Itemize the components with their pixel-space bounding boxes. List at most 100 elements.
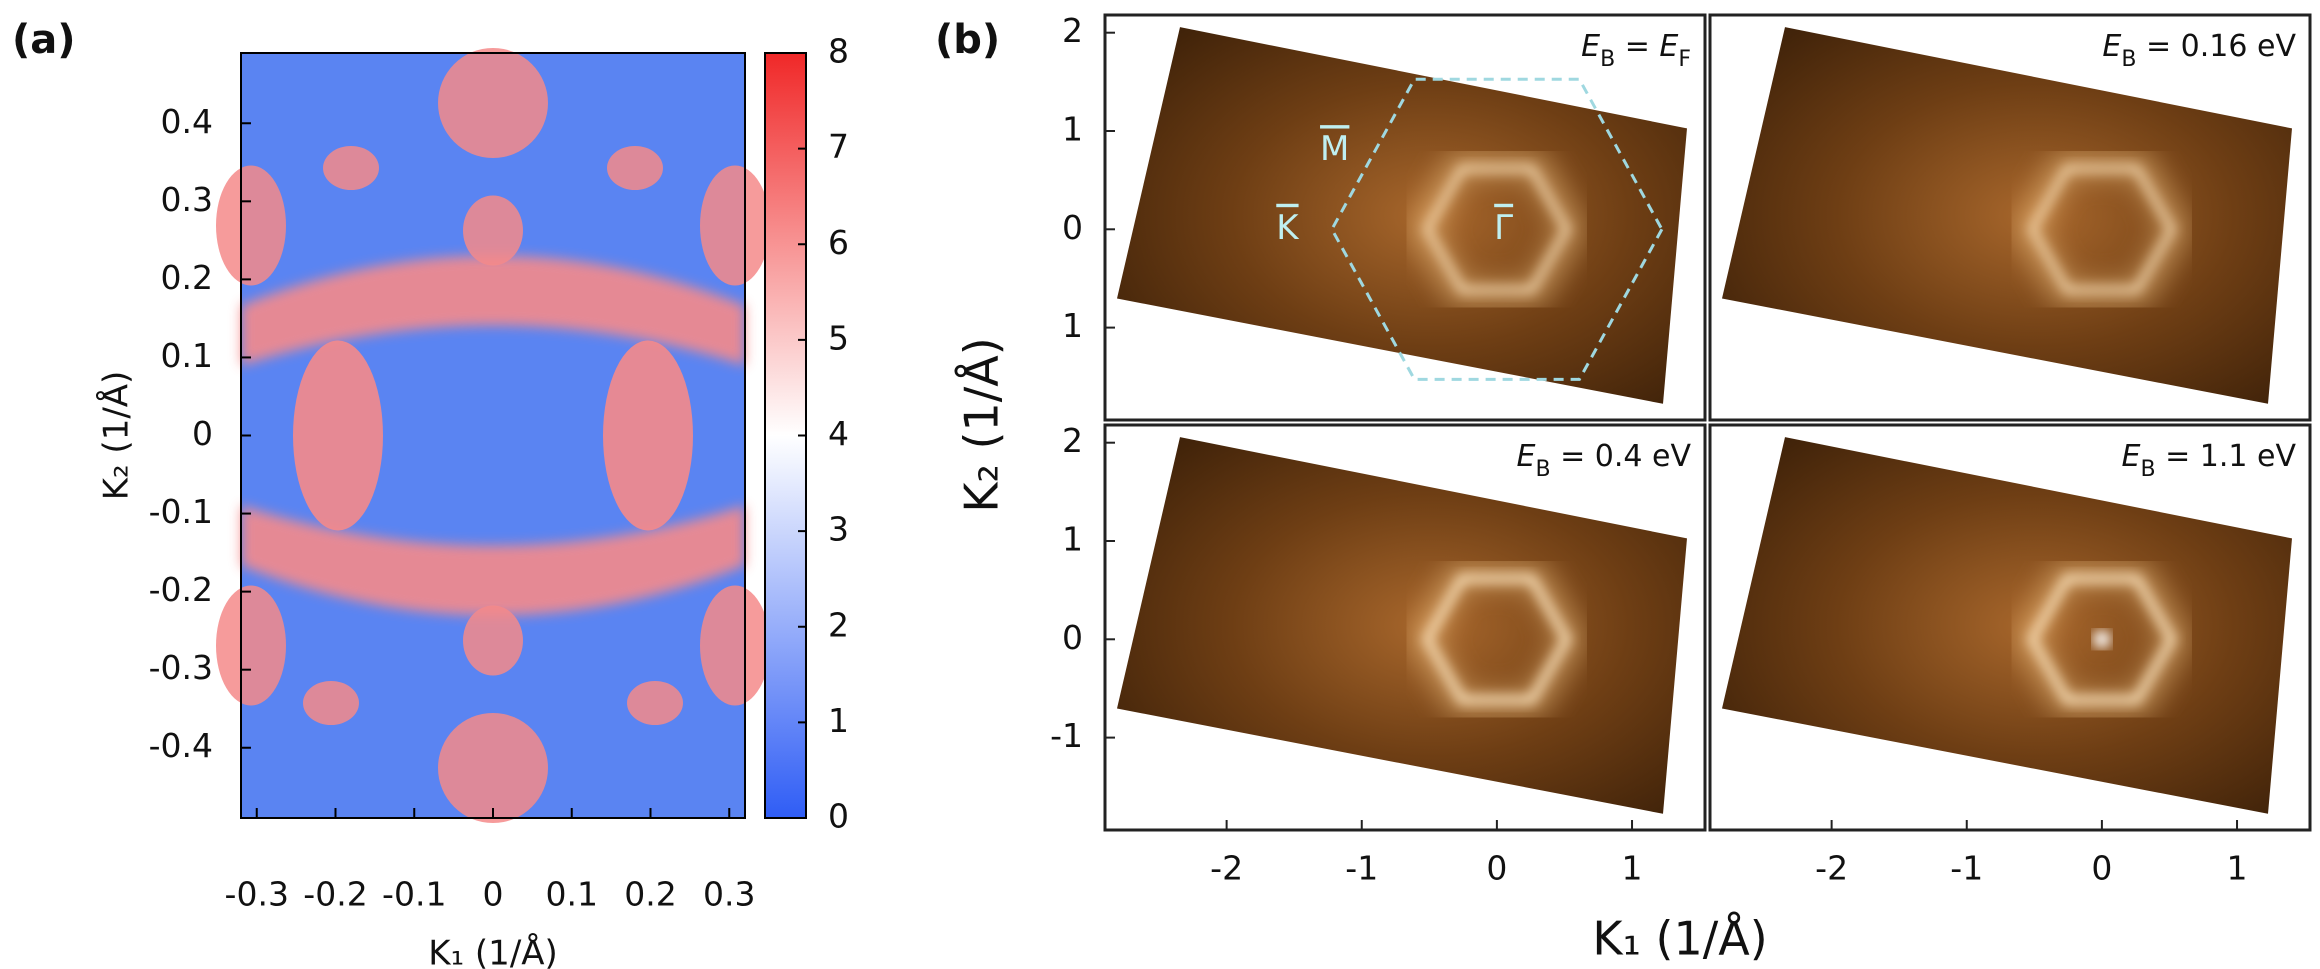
glow [2014, 153, 2190, 306]
pocket [438, 48, 548, 158]
pillar [603, 340, 693, 531]
y-tick-label: 0.3 [161, 180, 213, 219]
pocket [216, 585, 286, 706]
colorbar-tick-label: 2 [828, 605, 849, 644]
annotation: EB = EF [1581, 29, 1691, 72]
glow [1409, 563, 1585, 716]
x-tick-label: 1 [2227, 849, 2248, 888]
frame [1103, 13, 1707, 422]
image-area [1722, 437, 2292, 814]
arpes-image [1117, 437, 1687, 814]
x-tick-label: 0.3 [703, 875, 755, 914]
glow [1409, 153, 1585, 306]
y-tick-label: 0 [192, 414, 213, 453]
annotation-text: E [1517, 439, 1536, 474]
x-tick-label: -0.1 [382, 875, 446, 914]
annotation-text: E [2102, 29, 2121, 64]
pocket [463, 605, 523, 676]
pocket [700, 165, 770, 286]
x-tick-label: -2 [1815, 849, 1848, 888]
annotation: EB = 0.16 eV [2102, 29, 2296, 72]
panel-label: (b) [935, 17, 1000, 63]
band [241, 505, 745, 616]
pocket [700, 585, 770, 706]
annotation: EB = 0.4 eV [1517, 439, 1692, 482]
y-axis-label: K₂ (1/Å) [96, 371, 137, 501]
hexagon [2027, 574, 2177, 704]
colorbar-tick-label: 5 [828, 318, 849, 357]
annotation-subscript: B [2121, 47, 2136, 72]
y-tick-label: 1 [1062, 109, 1083, 148]
pocket [463, 195, 523, 266]
panel-label: (a) [12, 17, 76, 63]
center-spot [2092, 630, 2111, 649]
pocket [627, 681, 683, 725]
pocket [607, 146, 663, 190]
y-tick-label: 2 [1062, 421, 1083, 460]
symmetry-point: M [1320, 129, 1349, 169]
x-tick-label: -2 [1210, 849, 1243, 888]
frame [1708, 423, 2312, 832]
y-tick-label: 1 [1062, 519, 1083, 558]
x-tick-label: -1 [1950, 849, 1983, 888]
x-axis-label: K₁ (1/Å) [428, 933, 558, 969]
annotation-text: = E [1615, 29, 1678, 64]
hexagon [1423, 165, 1571, 293]
pocket [216, 165, 286, 286]
pocket [438, 713, 548, 823]
x-tick-label: 0.2 [624, 875, 676, 914]
annotation: EB = 1.1 eV [2122, 439, 2297, 482]
image-area [1117, 437, 1687, 814]
y-tick-label: 0 [1062, 618, 1083, 657]
annotation-text: = 0.4 eV [1551, 439, 1692, 474]
colorbar-tick-label: 7 [828, 127, 849, 166]
y-tick-label: -0.2 [149, 570, 213, 609]
x-tick-label: 0 [2091, 849, 2112, 888]
hexagon [1422, 574, 1572, 704]
pocket [303, 681, 359, 725]
symmetry-point: Γ [1494, 208, 1513, 248]
colorbar-tick-label: 3 [828, 510, 849, 549]
symmetry-point: K [1276, 208, 1300, 248]
annotation-subscript: B [1535, 457, 1550, 482]
x-tick-label: 0.1 [546, 875, 598, 914]
x-axis-label: K₁ (1/Å) [1592, 912, 1767, 966]
x-tick-label: -0.3 [225, 875, 289, 914]
pillar [293, 340, 383, 531]
annotation-text: E [2122, 439, 2141, 474]
y-tick-label: 0 [1062, 208, 1083, 247]
y-tick-label: -0.4 [149, 726, 213, 765]
image-area [1117, 27, 1687, 404]
y-tick-label: 0.1 [161, 336, 213, 375]
annotation-subscript: F [1678, 47, 1691, 72]
colorbar-tick-label: 8 [828, 32, 849, 71]
annotation-subscript: B [1600, 47, 1615, 72]
x-tick-label: -1 [1345, 849, 1378, 888]
annotation-subscript: B [2140, 457, 2155, 482]
y-tick-label: 1 [1062, 306, 1083, 345]
heatmap-image [216, 48, 770, 823]
arpes-image [1722, 437, 2292, 814]
annotation-text: E [1581, 29, 1600, 64]
frame [1103, 423, 1707, 832]
annotation-text: = 0.16 eV [2136, 29, 2296, 64]
colorbar-tick-label: 1 [828, 701, 849, 740]
y-tick-label: 0.4 [161, 102, 213, 141]
x-tick-label: 0 [483, 875, 504, 914]
pocket [323, 146, 379, 190]
glow [2014, 563, 2190, 716]
y-tick-label: -0.1 [149, 492, 213, 531]
x-tick-label: 0 [1486, 849, 1507, 888]
band [241, 255, 745, 366]
x-tick-label: -0.2 [303, 875, 367, 914]
colorbar-tick-label: 6 [828, 223, 849, 262]
hexagon [2028, 165, 2176, 293]
frame [1708, 13, 2312, 422]
y-tick-label: 2 [1062, 11, 1083, 50]
y-axis-label: K₂ (1/Å) [955, 337, 1009, 512]
y-tick-label: -0.3 [149, 648, 213, 687]
brillouin-zone [1330, 77, 1664, 381]
image-area [1722, 27, 2292, 404]
